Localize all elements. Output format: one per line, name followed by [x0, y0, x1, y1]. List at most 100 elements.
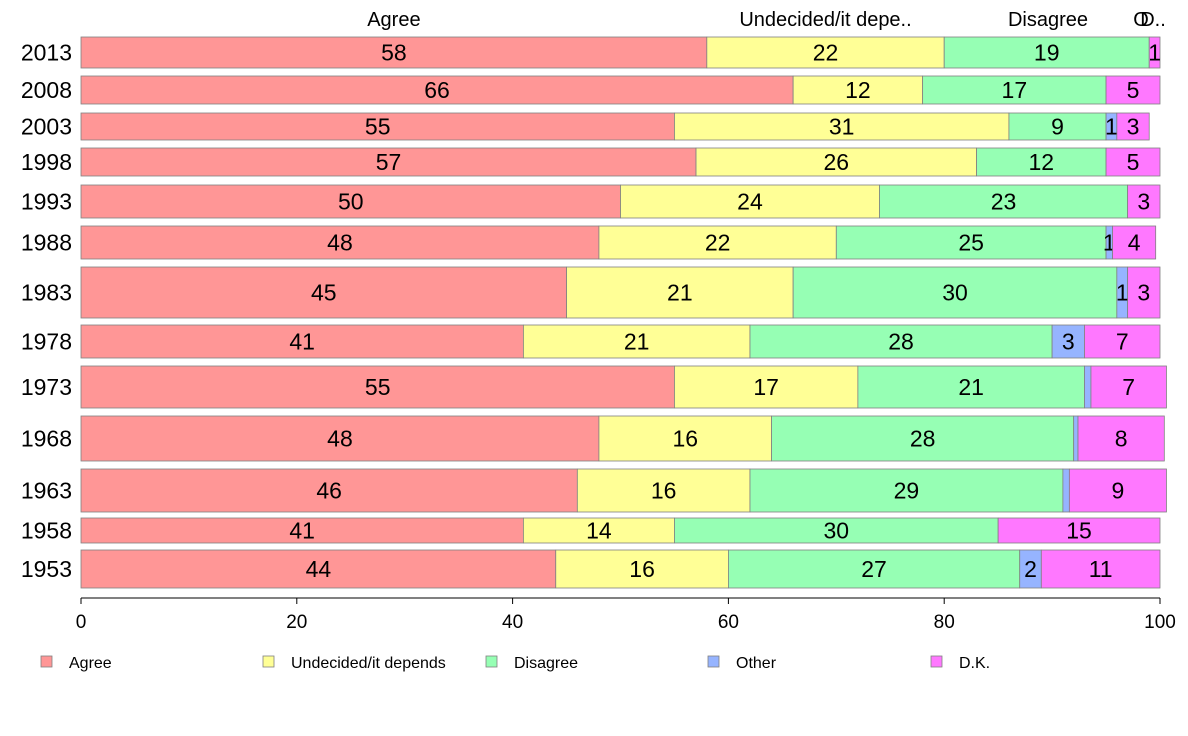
data-label: 1 — [1116, 280, 1129, 306]
data-label: 57 — [376, 149, 402, 175]
bar-segment — [674, 112, 1010, 141]
data-label: 11 — [1089, 556, 1113, 582]
category-label: 1998 — [21, 149, 72, 175]
category-label: 1963 — [21, 478, 72, 504]
bar-segment — [879, 184, 1129, 219]
data-label: 3 — [1062, 329, 1075, 355]
data-label: 21 — [958, 374, 984, 400]
bar-segment — [80, 365, 675, 409]
bar-segment — [576, 468, 751, 513]
top-series-label: Disagree — [1008, 9, 1088, 31]
category-label: 2013 — [21, 40, 72, 66]
bar-segment — [706, 36, 945, 69]
top-series-label: O — [1133, 9, 1149, 31]
data-label: 1 — [1105, 114, 1118, 140]
x-tick-label: 20 — [286, 612, 307, 633]
bar-segment — [1105, 75, 1161, 105]
bar-segment — [598, 415, 772, 462]
data-label: 58 — [381, 40, 407, 66]
x-tick-label: 40 — [502, 612, 523, 633]
category-label: 1958 — [21, 518, 72, 544]
data-label: 23 — [991, 189, 1017, 215]
top-series-label: Agree — [367, 9, 420, 31]
data-label: 28 — [910, 426, 936, 452]
bar-segment — [1127, 266, 1161, 319]
category-label: 1953 — [21, 556, 72, 582]
legend-swatch — [930, 655, 943, 668]
data-label: 17 — [1002, 77, 1028, 103]
bar-segment — [80, 549, 557, 589]
bar-segment — [80, 225, 600, 260]
bar-segment — [728, 549, 1021, 589]
data-label: 28 — [888, 329, 914, 355]
bar-segment — [1062, 468, 1070, 513]
bar-segment — [997, 517, 1161, 544]
bar-segment — [522, 517, 675, 544]
category-label: 1978 — [21, 329, 72, 355]
data-label: 22 — [705, 230, 731, 256]
bar-segment — [522, 324, 751, 359]
data-label: 5 — [1127, 149, 1140, 175]
data-label: 55 — [365, 374, 391, 400]
category-label: 2003 — [21, 114, 72, 140]
legend-swatch — [707, 655, 720, 668]
bar-segment — [1068, 468, 1167, 513]
x-tick-label: 0 — [76, 612, 87, 633]
data-label: 50 — [338, 189, 364, 215]
data-label: 7 — [1122, 374, 1135, 400]
legend-label: Disagree — [514, 655, 578, 672]
bar-segment — [749, 468, 1064, 513]
bar-segment — [1127, 184, 1161, 219]
data-label: 48 — [327, 426, 353, 452]
data-label: 8 — [1115, 426, 1128, 452]
legend-label: Undecided/it depends — [291, 655, 446, 672]
data-label: 48 — [327, 230, 353, 256]
data-label: 9 — [1051, 114, 1064, 140]
data-label: 4 — [1128, 230, 1141, 256]
bar-segment — [80, 266, 567, 319]
legend-label: Other — [736, 655, 777, 672]
x-tick-label: 100 — [1144, 612, 1176, 633]
category-label: 1983 — [21, 280, 72, 306]
data-label: 1 — [1148, 40, 1161, 66]
bar-segment — [1148, 36, 1161, 69]
bar-segment — [1116, 112, 1150, 141]
data-label: 16 — [629, 556, 655, 582]
bar-segment — [80, 112, 675, 141]
bar-segment — [1084, 324, 1161, 359]
bar-segment — [835, 225, 1107, 260]
data-label: 41 — [289, 329, 315, 355]
bar-segment — [1077, 415, 1165, 462]
bar-segment — [695, 147, 977, 177]
bar-segment — [771, 415, 1075, 462]
top-series-label: Undecided/it depe.. — [739, 9, 911, 31]
bar-segment — [598, 225, 837, 260]
bar-segment — [749, 324, 1053, 359]
bar-segment — [80, 184, 621, 219]
data-label: 14 — [586, 518, 612, 544]
x-tick-label: 60 — [718, 612, 739, 633]
data-label: 24 — [737, 189, 763, 215]
data-label: 17 — [753, 374, 779, 400]
bar-segment — [674, 517, 999, 544]
bar-segment — [1073, 415, 1079, 462]
data-label: 19 — [1034, 40, 1060, 66]
data-label: 21 — [667, 280, 693, 306]
bar-segment — [80, 75, 794, 105]
data-label: 25 — [958, 230, 984, 256]
data-label: 16 — [672, 426, 698, 452]
legend-label: Agree — [69, 655, 112, 672]
bar-segment — [1112, 225, 1157, 260]
category-label: 1973 — [21, 374, 72, 400]
data-label: 7 — [1116, 329, 1129, 355]
data-label: 12 — [1029, 149, 1055, 175]
bar-segment — [1105, 147, 1161, 177]
data-label: 16 — [651, 478, 677, 504]
bar-segment — [80, 517, 524, 544]
data-label: 26 — [824, 149, 850, 175]
x-tick-label: 80 — [934, 612, 955, 633]
legend-swatch — [485, 655, 498, 668]
data-label: 41 — [289, 518, 315, 544]
legend-swatch — [40, 655, 53, 668]
bar-segment — [80, 324, 524, 359]
